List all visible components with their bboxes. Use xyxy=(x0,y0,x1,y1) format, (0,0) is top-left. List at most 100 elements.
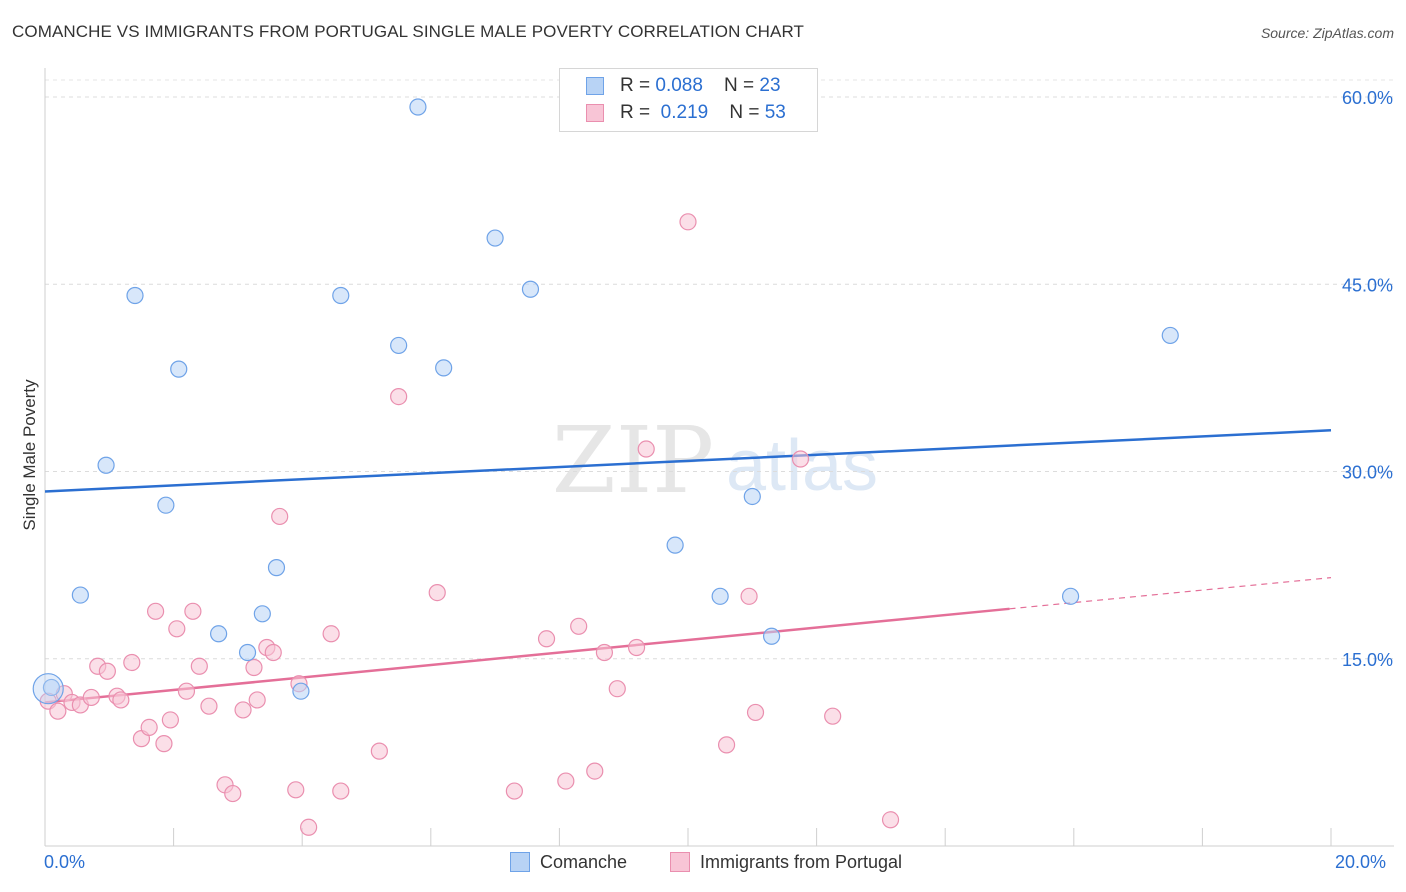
comanche-point xyxy=(409,98,427,116)
portugal-point xyxy=(140,718,158,737)
portugal-point xyxy=(271,507,289,526)
portugal-point xyxy=(557,772,575,790)
comanche-point xyxy=(238,643,257,662)
portugal-point xyxy=(190,657,208,675)
portugal-point xyxy=(146,602,165,620)
bottom-legend-swatch-comanche xyxy=(510,852,530,872)
portugal-point xyxy=(717,736,736,754)
axes xyxy=(44,68,1394,847)
portugal-point xyxy=(155,735,173,753)
portugal-point xyxy=(637,440,655,458)
portugal-point xyxy=(570,617,588,635)
correlation-legend: R = 0.088 N = 23 R = 0.219 N = 53 xyxy=(559,68,818,132)
legend-n-label: N = xyxy=(724,75,760,96)
portugal-point xyxy=(791,450,810,468)
bottom-legend-swatch-portugal xyxy=(670,852,690,872)
comanche-point xyxy=(711,587,729,605)
tick-labels: 15.0% 30.0% 45.0% 60.0% xyxy=(1342,88,1393,670)
comanche-point xyxy=(390,336,408,355)
legend-r-value: 0.088 xyxy=(655,75,703,96)
portugal-point xyxy=(595,643,614,662)
bottom-legend-label-portugal: Immigrants from Portugal xyxy=(700,852,903,872)
chart-title: COMANCHE VS IMMIGRANTS FROM PORTUGAL SIN… xyxy=(12,22,805,41)
comanche-point xyxy=(1161,326,1179,345)
portugal-point xyxy=(177,682,196,700)
portugal-point xyxy=(49,702,67,720)
portugal-point xyxy=(224,784,242,803)
portugal-point xyxy=(248,691,266,709)
data-points xyxy=(32,98,1179,836)
portugal-trend-line xyxy=(44,607,1010,704)
comanche-point xyxy=(292,682,310,700)
portugal-point xyxy=(322,625,340,643)
legend-swatch-comanche xyxy=(586,77,604,95)
comanche-point xyxy=(486,229,504,247)
x-axis-end-label: 20.0% xyxy=(1335,852,1387,872)
comanche-point xyxy=(666,536,684,554)
portugal-point xyxy=(627,638,646,657)
portugal-point xyxy=(98,662,116,680)
source-label: Source: ZipAtlas.com xyxy=(1260,25,1394,41)
comanche-point xyxy=(170,360,188,378)
x-axis-start-label: 0.0% xyxy=(44,852,86,872)
comanche-cluster-point xyxy=(32,673,64,705)
legend-r-value: 0.219 xyxy=(660,102,709,123)
portugal-point xyxy=(679,213,697,231)
comanche-point xyxy=(253,605,271,623)
comanche-point xyxy=(97,456,115,474)
comanche-point xyxy=(762,627,781,645)
comanche-point xyxy=(1061,587,1080,605)
comanche-point xyxy=(743,487,761,506)
portugal-point xyxy=(234,701,252,719)
portugal-point xyxy=(161,711,179,729)
portugal-point xyxy=(428,583,446,602)
trend-lines xyxy=(44,429,1332,704)
gridlines xyxy=(45,79,1394,660)
portugal-point xyxy=(740,587,758,605)
portugal-point xyxy=(586,762,604,780)
legend-n-value: 23 xyxy=(759,75,781,96)
comanche-trend-line xyxy=(44,429,1332,493)
portugal-point xyxy=(824,707,842,725)
comanche-point xyxy=(521,280,540,298)
comanche-point xyxy=(42,678,61,697)
legend-swatch-portugal xyxy=(586,104,604,122)
legend-n-value: 53 xyxy=(764,102,786,123)
bottom-legend-comanche: Comanche xyxy=(510,852,627,873)
comanche-point xyxy=(435,359,453,377)
portugal-point xyxy=(332,782,350,800)
portugal-point xyxy=(82,688,100,707)
portugal-trend-extension xyxy=(1009,577,1332,610)
portugal-point xyxy=(608,680,626,698)
portugal-point xyxy=(112,691,130,709)
portugal-point xyxy=(168,620,186,638)
comanche-point xyxy=(157,496,175,514)
portugal-point xyxy=(370,742,388,760)
bottom-legend-label-comanche: Comanche xyxy=(540,852,628,872)
comanche-point xyxy=(332,286,350,305)
portugal-point xyxy=(505,782,523,800)
legend-r-label: R = xyxy=(620,75,656,96)
y-tick-label: 30.0% xyxy=(1342,463,1393,483)
portugal-point xyxy=(746,703,765,722)
portugal-point xyxy=(200,697,218,715)
legend-r-label: R = xyxy=(620,102,656,123)
portugal-point xyxy=(300,818,318,836)
comanche-point xyxy=(126,286,144,305)
y-tick-label: 45.0% xyxy=(1342,275,1393,295)
portugal-point xyxy=(881,811,900,829)
y-tick-label: 60.0% xyxy=(1342,88,1393,108)
bottom-legend-portugal: Immigrants from Portugal xyxy=(670,852,902,873)
y-tick-label: 15.0% xyxy=(1342,650,1393,670)
comanche-point xyxy=(267,559,286,577)
portugal-point xyxy=(287,781,305,799)
comanche-point xyxy=(210,625,228,643)
legend-n-label: N = xyxy=(729,102,765,123)
comanche-point xyxy=(71,586,89,604)
y-axis-label: Single Male Poverty xyxy=(20,379,39,531)
portugal-point xyxy=(184,602,202,620)
portugal-point xyxy=(123,653,141,672)
portugal-point xyxy=(264,643,282,662)
portugal-point xyxy=(537,630,556,648)
